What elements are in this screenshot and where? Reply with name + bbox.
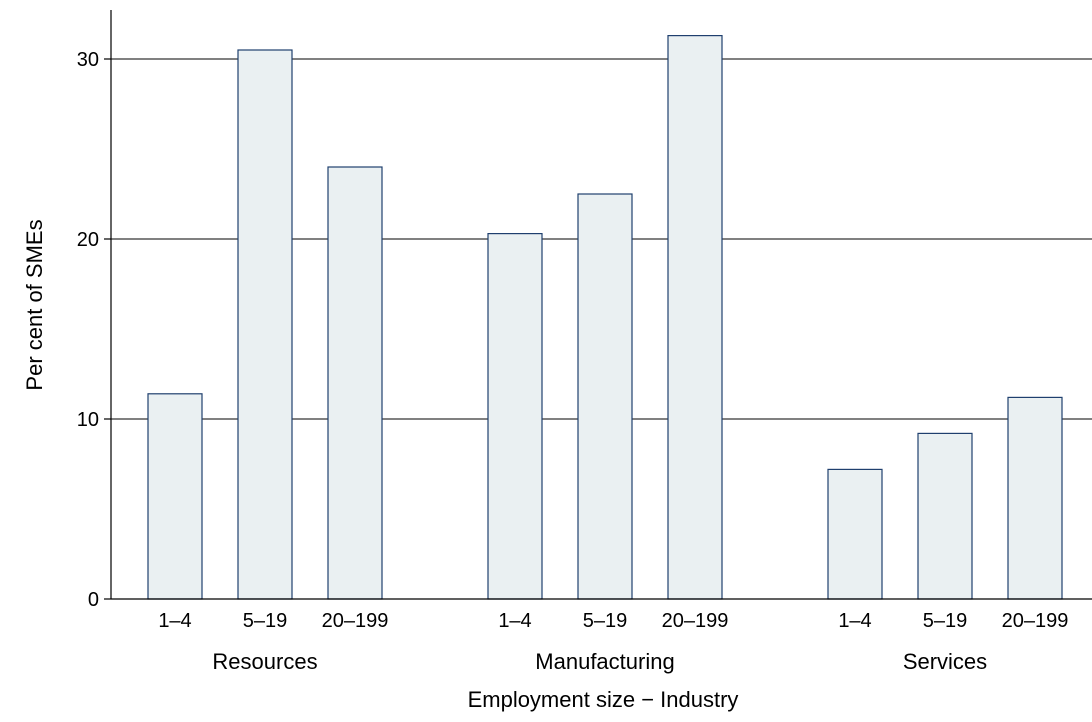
- bar-resources-2: [237, 49, 293, 600]
- y-tick-label: 0: [88, 589, 99, 611]
- bars: [147, 34, 1063, 600]
- x-tick-label: 5–19: [923, 610, 968, 632]
- bar-resources-1: [147, 393, 203, 600]
- x-tick-label: 5–19: [583, 610, 628, 632]
- group-label-manufacturing: Manufacturing: [535, 649, 674, 674]
- y-tick-label: 10: [77, 409, 99, 431]
- y-ticks: 0 10 20 30: [77, 49, 111, 611]
- x-axis-title: Employment size − Industry: [468, 687, 739, 712]
- x-tick-label: 20–199: [322, 610, 389, 632]
- x-tick-label: 20–199: [1002, 610, 1069, 632]
- axes: [110, 10, 1092, 600]
- bar-services-3: [1007, 396, 1063, 600]
- bar-manufacturing-3: [667, 34, 723, 600]
- group-label-services: Services: [903, 649, 987, 674]
- x-tick-label: 1–4: [838, 610, 871, 632]
- y-axis-title: Per cent of SMEs: [22, 219, 47, 390]
- bar-resources-3: [327, 166, 383, 600]
- bar-services-1: [827, 468, 883, 600]
- y-tick-label: 30: [77, 49, 99, 71]
- x-tick-label: 20–199: [662, 610, 729, 632]
- bar-manufacturing-1: [487, 233, 543, 600]
- x-tick-label: 5–19: [243, 610, 288, 632]
- group-label-resources: Resources: [212, 649, 317, 674]
- bar-services-2: [917, 432, 973, 600]
- y-tick-label: 20: [77, 229, 99, 251]
- bar-manufacturing-2: [577, 193, 633, 600]
- x-tick-label: 1–4: [158, 610, 191, 632]
- x-tick-label: 1–4: [498, 610, 531, 632]
